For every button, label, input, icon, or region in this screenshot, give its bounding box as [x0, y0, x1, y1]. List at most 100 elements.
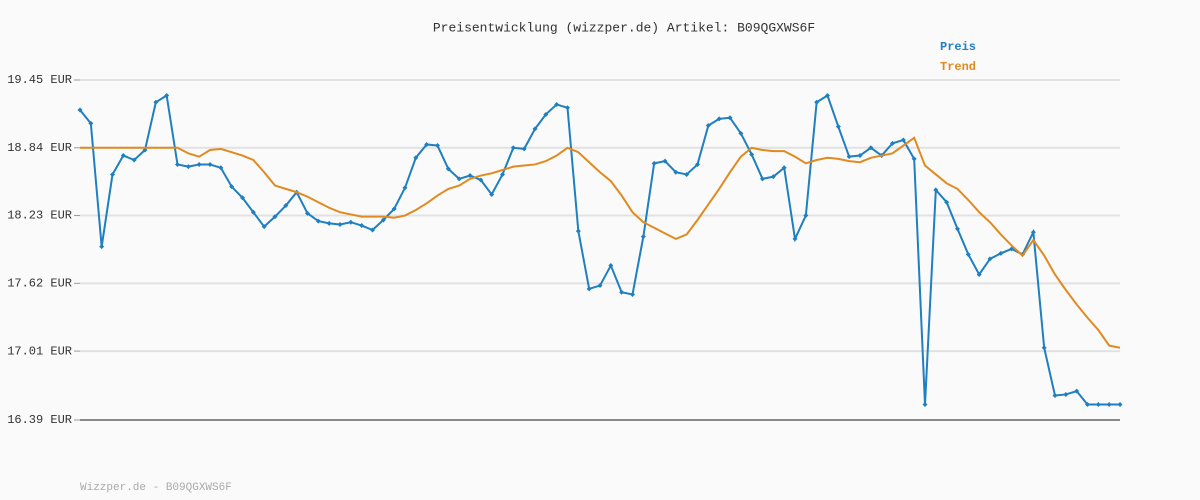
point [424, 141, 430, 147]
point [857, 153, 863, 159]
point [272, 214, 278, 220]
point [770, 174, 776, 180]
point [651, 160, 657, 166]
point [911, 156, 917, 162]
point [1106, 401, 1112, 407]
point [662, 158, 668, 164]
point [835, 124, 841, 130]
point [998, 250, 1004, 256]
point [532, 126, 538, 132]
point [391, 206, 397, 212]
point [1085, 401, 1090, 407]
point [413, 155, 419, 161]
y-tick-label: 19.45 EUR [7, 73, 72, 87]
point [370, 227, 375, 233]
point [868, 145, 874, 151]
point [987, 256, 993, 262]
point [608, 263, 614, 269]
point [467, 173, 473, 179]
point [1063, 391, 1069, 397]
y-tick-label: 17.62 EUR [7, 277, 72, 291]
point [164, 93, 170, 99]
point [315, 218, 321, 224]
point [359, 223, 365, 229]
point [510, 145, 516, 151]
point [900, 137, 906, 143]
point [792, 236, 798, 242]
point [218, 165, 224, 171]
point [738, 130, 744, 136]
point [261, 224, 267, 230]
point [814, 99, 820, 105]
point [575, 228, 581, 234]
point [240, 195, 245, 201]
y-tick-label: 18.23 EUR [7, 209, 72, 223]
point [521, 146, 527, 152]
point [445, 166, 451, 172]
point [110, 171, 115, 177]
point [1074, 388, 1080, 394]
point [640, 234, 646, 240]
point [922, 401, 928, 407]
point [695, 161, 700, 167]
point [749, 151, 755, 157]
point [619, 289, 625, 295]
line [80, 136, 1121, 349]
point [250, 209, 256, 215]
point [77, 107, 83, 113]
y-tick-label: 18.84 EUR [7, 141, 72, 155]
point [120, 153, 126, 159]
point [1030, 229, 1036, 235]
point [435, 143, 440, 149]
point [705, 123, 711, 129]
point [402, 185, 408, 191]
point [326, 220, 332, 226]
point [153, 99, 159, 105]
point [478, 177, 484, 183]
point [88, 120, 94, 126]
point [554, 101, 560, 107]
point [131, 157, 137, 163]
point [207, 161, 213, 167]
point [565, 105, 570, 111]
point [380, 217, 386, 223]
point [175, 161, 180, 167]
point [716, 116, 722, 122]
point [337, 221, 343, 227]
point [630, 291, 635, 297]
point [846, 154, 852, 160]
point [348, 219, 354, 225]
point [760, 176, 765, 182]
point [489, 191, 495, 197]
point [933, 187, 939, 193]
point [781, 165, 787, 171]
y-tick-label: 17.01 EUR [7, 344, 72, 358]
point [586, 286, 592, 292]
footer: Wizzper.de - B09QGXWS6F [80, 482, 232, 494]
point [976, 271, 982, 277]
point [196, 161, 202, 167]
point [597, 283, 603, 289]
point [185, 164, 191, 170]
point [99, 244, 105, 250]
point [305, 210, 310, 216]
point [965, 251, 971, 257]
point [543, 111, 549, 117]
point [944, 199, 950, 205]
chart-title: Preisentwicklung (wizzper.de) Artikel: B… [433, 20, 815, 35]
point [229, 184, 235, 190]
point [456, 176, 462, 182]
point [890, 140, 895, 146]
point [955, 226, 960, 232]
legend-label: Preis [940, 40, 976, 54]
point [1117, 401, 1123, 407]
point [1095, 401, 1101, 407]
point [673, 169, 679, 175]
legend-label: Trend [940, 60, 976, 74]
point [825, 93, 830, 99]
point [283, 203, 289, 209]
point [1052, 393, 1058, 399]
point [1041, 345, 1047, 351]
